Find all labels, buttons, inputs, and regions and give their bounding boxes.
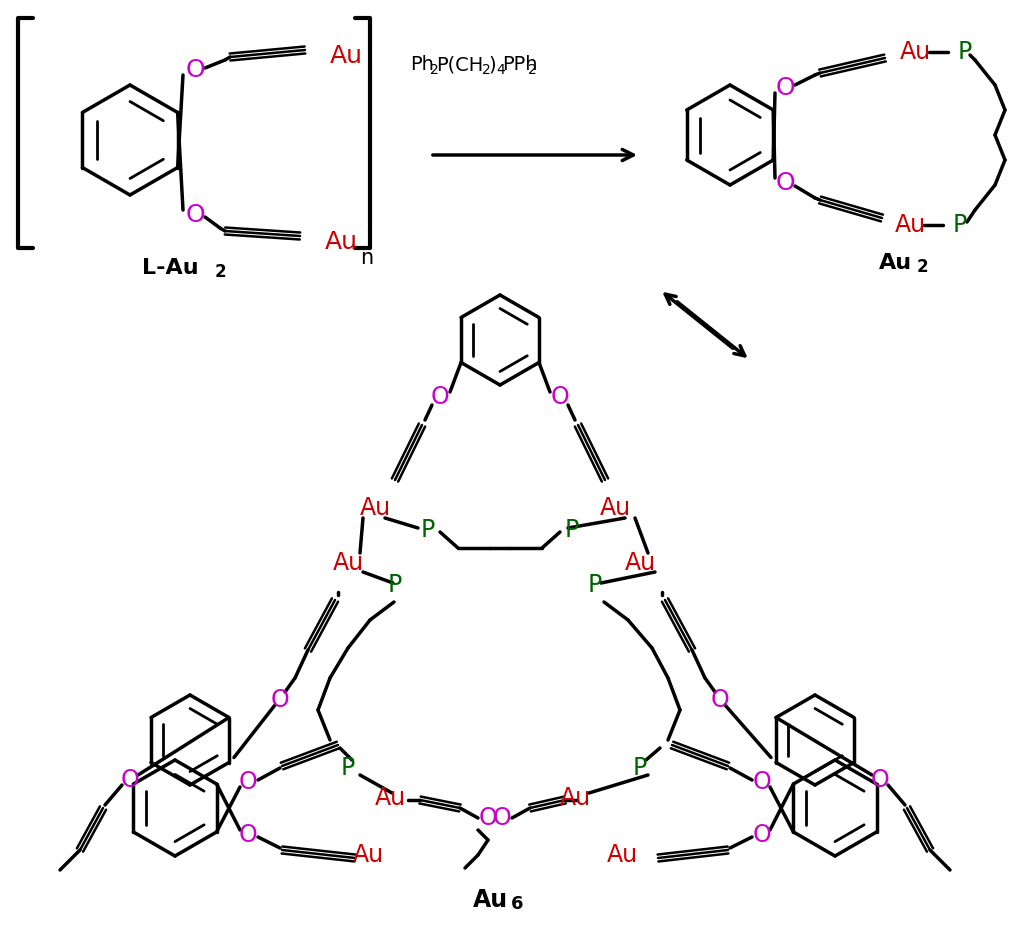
Text: Au: Au <box>895 213 926 237</box>
Text: Au: Au <box>599 496 631 520</box>
Text: P: P <box>953 213 968 237</box>
Text: O: O <box>478 806 498 830</box>
Text: Au: Au <box>607 843 638 867</box>
Text: Au: Au <box>472 888 508 912</box>
Text: Au: Au <box>625 551 655 575</box>
Text: O: O <box>753 770 771 794</box>
Text: 2: 2 <box>916 258 928 276</box>
Text: O: O <box>239 823 257 847</box>
Text: Au: Au <box>333 551 364 575</box>
Text: ): ) <box>488 56 496 74</box>
Text: O: O <box>185 203 205 227</box>
Text: P: P <box>565 518 580 542</box>
Text: O: O <box>711 688 729 712</box>
Text: O: O <box>431 385 450 409</box>
Text: P: P <box>421 518 435 542</box>
Text: Au: Au <box>879 253 911 273</box>
Text: O: O <box>753 823 771 847</box>
Text: Au: Au <box>900 40 931 64</box>
Text: 2: 2 <box>482 63 490 77</box>
Text: 2: 2 <box>214 263 226 281</box>
Text: O: O <box>270 688 290 712</box>
Text: O: O <box>121 768 139 792</box>
Text: P: P <box>958 40 972 64</box>
Text: Au: Au <box>325 230 358 254</box>
Text: 2: 2 <box>430 63 438 77</box>
Text: Au: Au <box>352 843 384 867</box>
Text: O: O <box>239 770 257 794</box>
Text: O: O <box>551 385 569 409</box>
Text: P: P <box>341 756 355 780</box>
Text: n: n <box>360 248 373 268</box>
Text: 4: 4 <box>496 63 505 77</box>
Text: Au: Au <box>375 786 406 810</box>
Text: Au: Au <box>330 44 362 68</box>
Text: PPh: PPh <box>502 56 538 74</box>
Text: O: O <box>870 768 890 792</box>
Text: 2: 2 <box>528 63 537 77</box>
Text: Ph: Ph <box>410 56 434 74</box>
Text: P: P <box>588 573 602 597</box>
Text: O: O <box>775 171 795 195</box>
Text: 6: 6 <box>511 895 523 913</box>
Text: P: P <box>388 573 402 597</box>
Text: L-Au: L-Au <box>141 258 199 278</box>
Text: O: O <box>493 806 511 830</box>
Text: P(CH: P(CH <box>436 56 483 74</box>
Text: O: O <box>185 58 205 82</box>
Text: O: O <box>775 76 795 100</box>
Text: P: P <box>633 756 647 780</box>
Text: Au: Au <box>359 496 390 520</box>
Text: Au: Au <box>559 786 591 810</box>
